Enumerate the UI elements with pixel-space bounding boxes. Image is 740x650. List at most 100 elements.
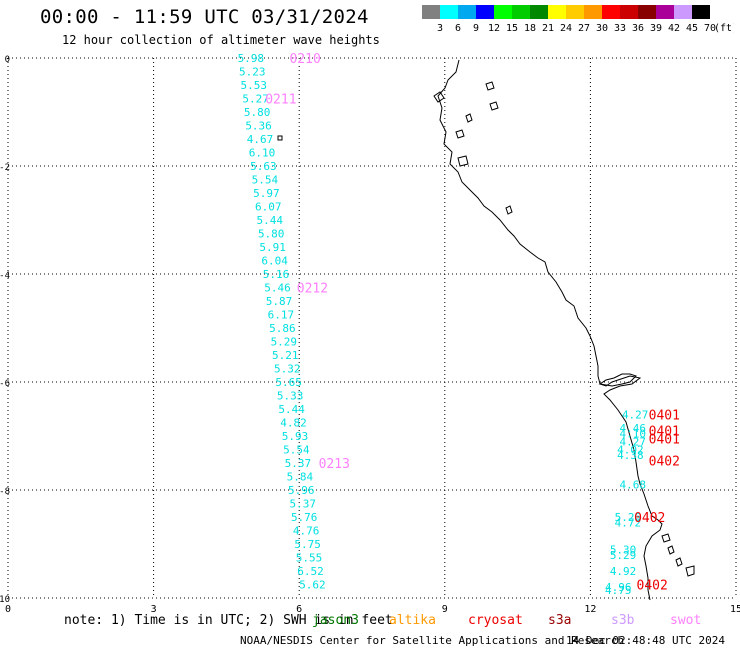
chart-title: 00:00 - 11:59 UTC 03/31/2024 bbox=[40, 6, 369, 28]
x-tick-label: 6 bbox=[296, 604, 302, 612]
wave-height-value: 5.63 bbox=[250, 160, 277, 173]
wave-height-value: 5.32 bbox=[274, 363, 301, 376]
coastline-path bbox=[437, 59, 663, 601]
island-6 bbox=[457, 155, 469, 167]
pass-label: 0401 bbox=[649, 425, 680, 440]
wave-height-value: 5.30 bbox=[610, 543, 637, 556]
legend-label: 15 bbox=[506, 23, 518, 34]
legend-label: 42 bbox=[668, 23, 680, 34]
legend-label: 21 bbox=[542, 23, 554, 34]
legend-swatch-39 bbox=[638, 5, 656, 19]
legend-label: 12 bbox=[488, 23, 500, 34]
axis-ticks: 0 3 6 9 12 15 0 -2 -4 -6 -8 -10 bbox=[0, 55, 740, 612]
wave-height-value: 4.02 bbox=[617, 444, 644, 457]
wave-height-value: 5.55 bbox=[296, 552, 323, 565]
wave-height-value: 6.52 bbox=[297, 565, 324, 578]
island-1 bbox=[433, 91, 445, 103]
island-9 bbox=[667, 545, 675, 555]
wave-height-value: 5.91 bbox=[259, 241, 286, 254]
wave-height-value: 5.54 bbox=[283, 444, 310, 457]
wave-height-value: 6.17 bbox=[268, 309, 295, 322]
wave-height-value: 5.29 bbox=[271, 336, 298, 349]
footer: NOAA/NESDIS Center for Satellite Applica… bbox=[240, 634, 725, 647]
wave-height-value: 5.37 bbox=[285, 457, 312, 470]
wave-height-value: 5.29 bbox=[610, 549, 637, 562]
y-tick-label: -4 bbox=[0, 271, 10, 281]
legend-swatch-12 bbox=[476, 5, 494, 19]
y-tick-label: -8 bbox=[0, 487, 10, 497]
legend-label: 18 bbox=[524, 23, 536, 34]
pass-label: 0402 bbox=[649, 454, 680, 469]
pass-label: 0211 bbox=[265, 93, 296, 108]
legend-label: 24 bbox=[560, 23, 572, 34]
island-12 bbox=[277, 135, 283, 141]
legend-swatch-42 bbox=[656, 5, 674, 19]
wave-height-value: 4.68 bbox=[620, 479, 647, 492]
satellite-jason3: jason3 bbox=[312, 613, 359, 628]
island-5 bbox=[455, 129, 465, 139]
wave-height-value: 5.26 bbox=[615, 511, 642, 524]
pass-label: 0212 bbox=[297, 282, 328, 297]
wave-height-value: 5.65 bbox=[275, 376, 302, 389]
wave-height-value: 5.87 bbox=[266, 295, 293, 308]
wave-height-value: 4.46 bbox=[620, 422, 647, 435]
legend-swatch-45 bbox=[674, 5, 692, 19]
x-tick-label: 3 bbox=[151, 604, 157, 612]
legend-swatch-9 bbox=[458, 5, 476, 19]
pass-label: 0401 bbox=[649, 408, 680, 423]
wave-height-value: 5.46 bbox=[264, 282, 291, 295]
wave-height-value: 5.75 bbox=[294, 538, 321, 551]
island-11 bbox=[685, 565, 695, 577]
legend-swatch-30 bbox=[584, 5, 602, 19]
satellite-s3a: s3a bbox=[548, 613, 572, 628]
legend-swatch-15 bbox=[494, 5, 512, 19]
wave-height-value: 4.82 bbox=[280, 417, 307, 430]
wave-height-value: 5.16 bbox=[263, 268, 290, 281]
satellite-s3b: s3b bbox=[611, 613, 635, 628]
y-tick-label: -6 bbox=[0, 379, 10, 389]
wave-height-value: 5.96 bbox=[288, 484, 315, 497]
island-8 bbox=[661, 533, 671, 543]
wave-height-value: 4.67 bbox=[247, 133, 274, 146]
note-text: note: 1) Time is in UTC; 2) SWH is in fe… bbox=[64, 613, 393, 628]
legend-swatch-24 bbox=[548, 5, 566, 19]
wave-height-value: 4.96 bbox=[605, 581, 632, 594]
legend-label: 33 bbox=[614, 23, 626, 34]
wave-height-value: 6.07 bbox=[255, 201, 282, 214]
satellite-cryosat: cryosat bbox=[468, 613, 523, 628]
legend-label: 36 bbox=[632, 23, 644, 34]
legend-label: 3 bbox=[437, 23, 443, 34]
wave-height-value: 4.10 bbox=[620, 427, 647, 440]
y-tick-label: -2 bbox=[0, 163, 10, 173]
y-tick-label: 0 bbox=[5, 55, 10, 65]
legend-label: 45 bbox=[686, 23, 698, 34]
wave-height-value: 5.93 bbox=[282, 430, 309, 443]
island-3 bbox=[489, 101, 499, 111]
wave-height-value: 5.54 bbox=[252, 174, 279, 187]
legend-unit: (ft) bbox=[714, 23, 734, 34]
wave-height-value: 5.80 bbox=[244, 106, 271, 119]
wave-height-value: 5.44 bbox=[256, 214, 283, 227]
pass-label: 0402 bbox=[634, 511, 665, 526]
wave-height-value: 4.92 bbox=[610, 565, 637, 578]
legend-label: 6 bbox=[455, 23, 461, 34]
wave-height-value: 4.72 bbox=[615, 516, 642, 529]
y-tick-label: -10 bbox=[0, 595, 10, 605]
wave-height-value: 4.38 bbox=[617, 449, 644, 462]
wave-height-value: 5.37 bbox=[289, 498, 316, 511]
island-10 bbox=[675, 557, 683, 567]
wave-height-value: 5.23 bbox=[239, 66, 266, 79]
wave-height-value: 6.04 bbox=[261, 255, 288, 268]
island-2 bbox=[485, 81, 495, 91]
satellite-altika: altika bbox=[389, 613, 436, 628]
legend-swatch-21 bbox=[530, 5, 548, 19]
wave-height-value: 5.76 bbox=[291, 511, 318, 524]
wave-height-value: 4.76 bbox=[293, 525, 320, 538]
footer-credit: NOAA/NESDIS Center for Satellite Applica… bbox=[240, 634, 625, 647]
grid-lines bbox=[7, 57, 737, 599]
x-tick-label: 15 bbox=[730, 604, 740, 612]
coastline-bay bbox=[598, 373, 637, 387]
